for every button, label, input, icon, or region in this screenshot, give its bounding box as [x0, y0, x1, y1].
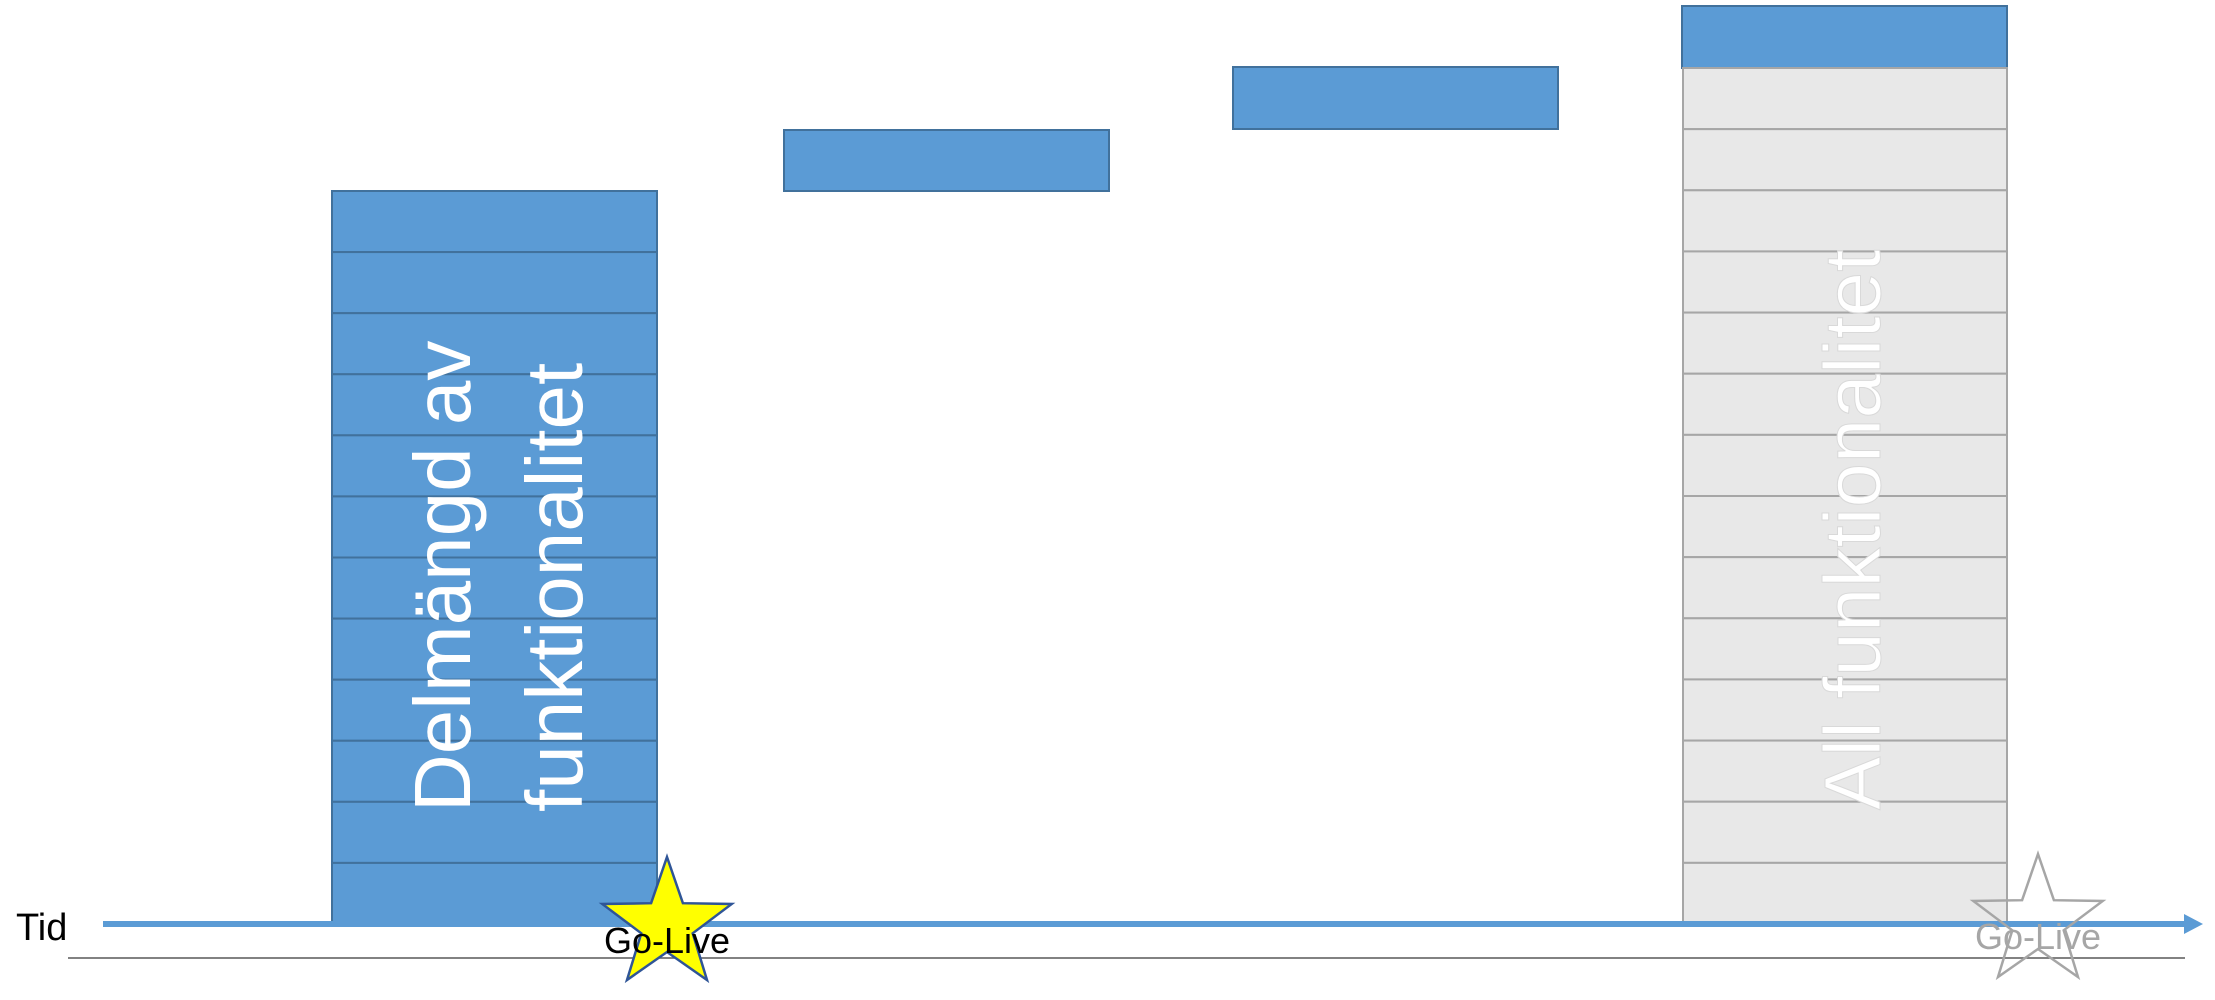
- all-segment-2: [1682, 128, 2008, 192]
- subset-segment-8: [331, 617, 658, 681]
- all-segment-7: [1682, 433, 2008, 497]
- subset-segment-9: [331, 678, 658, 742]
- subset-segment-2: [331, 251, 658, 315]
- go-live-star-icon: [598, 853, 736, 984]
- subset-segment-4: [331, 373, 658, 437]
- all-segment-1: [1682, 67, 2008, 131]
- subset-segment-1: [331, 190, 658, 254]
- time-axis-label: Tid: [16, 907, 67, 949]
- all-segment-5: [1682, 311, 2008, 375]
- all-segment-13: [1682, 800, 2008, 864]
- subset-segment-3: [331, 312, 658, 376]
- all-functionality-label: All funktionalitet: [1808, 250, 1897, 810]
- subset-functionality-block: [331, 190, 658, 925]
- all-segment-9: [1682, 556, 2008, 620]
- subset-segment-11: [331, 800, 658, 864]
- all-segment-6: [1682, 372, 2008, 436]
- all-segment-11: [1682, 678, 2008, 742]
- go-live-label-2: Go-Live: [1975, 916, 2101, 957]
- subset-segment-5: [331, 434, 658, 498]
- all-segment-4: [1682, 250, 2008, 314]
- increment-bar-1: [783, 129, 1110, 192]
- subset-segment-7: [331, 556, 658, 620]
- go-live-ghost-star-icon: [1969, 850, 2107, 981]
- all-segment-8: [1682, 495, 2008, 559]
- subset-segment-10: [331, 739, 658, 803]
- increment-bar-2: [1232, 66, 1559, 130]
- subset-segment-6: [331, 495, 658, 559]
- all-functionality-block: [1682, 67, 2008, 925]
- increment-bar-3: [1681, 5, 2008, 69]
- subset-segment-12: [331, 861, 658, 925]
- subset-label-line1: Delmängd av: [398, 341, 487, 812]
- go-live-label-1: Go-Live: [604, 920, 730, 961]
- subset-label-line2: funktionalitet: [510, 363, 599, 812]
- all-segment-12: [1682, 739, 2008, 803]
- time-axis-arrowhead: [2184, 914, 2203, 934]
- all-segment-3: [1682, 189, 2008, 253]
- all-segment-14: [1682, 861, 2008, 925]
- all-segment-10: [1682, 617, 2008, 681]
